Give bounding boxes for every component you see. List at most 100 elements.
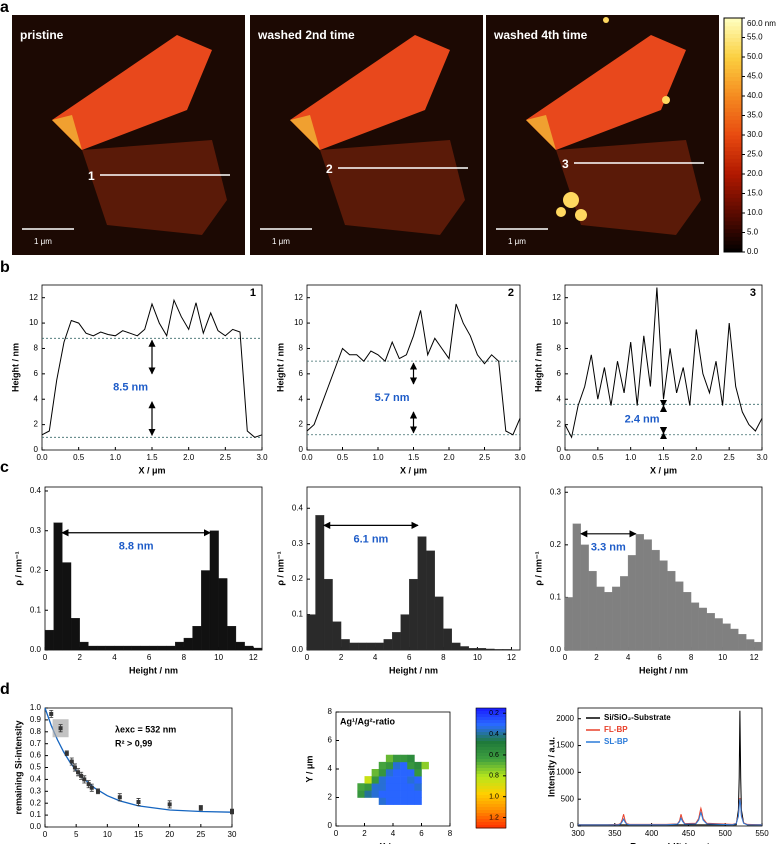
histogram-bar (235, 641, 245, 651)
y-axis-label: Height / nm (275, 343, 285, 392)
y-tick-label: 8 (557, 344, 562, 353)
colorbar-step (724, 228, 742, 233)
histogram-bar (604, 592, 613, 651)
heatmap-cell (393, 797, 401, 805)
colorbar-tick-label: 10.0 (747, 208, 763, 217)
y-tick-label: 2000 (556, 714, 574, 723)
x-tick-label: 3.0 (756, 453, 768, 462)
x-tick-label: 1.0 (372, 453, 384, 462)
colorbar-step (724, 72, 742, 77)
data-point (136, 800, 141, 805)
y-tick-label: 4 (557, 394, 562, 403)
data-point (72, 765, 77, 770)
histogram-bar (494, 649, 504, 651)
histogram-bar (209, 530, 219, 651)
flake-lower (320, 140, 465, 235)
y-tick-label: 0.4 (30, 486, 42, 495)
y-tick-label: 0.9 (30, 715, 42, 724)
heatmap-cell (385, 797, 394, 805)
colorbar-tick-label: 0.8 (489, 773, 499, 780)
annotation: 8.8 nm (119, 541, 154, 553)
heatmap-cell (414, 769, 422, 777)
histogram-bar (753, 641, 763, 651)
colorbar-step (724, 84, 742, 89)
colorbar-frame (475, 707, 507, 829)
heatmap-cell (385, 754, 394, 763)
colorbar-step (724, 244, 742, 249)
y-tick-label: 0.4 (30, 775, 42, 784)
colorbar-step (476, 804, 506, 808)
histogram-bar (635, 534, 644, 651)
colorbar-step (476, 759, 506, 763)
histogram-bar (667, 570, 676, 651)
histogram-bar (227, 625, 237, 651)
x-tick-label: 2.0 (691, 453, 703, 462)
colorbar-step (724, 189, 742, 194)
y-tick-label: 0.2 (550, 540, 562, 549)
colorbar-step (724, 64, 742, 70)
legend-label: FL-BP (604, 725, 628, 734)
x-axis-label: X / μm (400, 465, 427, 475)
colorbar-tick-label: 30.0 (747, 130, 763, 139)
flake-edge (526, 115, 556, 150)
heatmap-cell (364, 783, 372, 791)
heatmap-cell (385, 776, 394, 784)
series-line (578, 798, 763, 826)
x-tick-label: 2.5 (724, 453, 736, 462)
colorbar-step (476, 777, 506, 781)
plot-frame (577, 707, 763, 827)
bright-spot (603, 17, 609, 23)
data-point (198, 805, 203, 810)
histogram-bar (434, 596, 444, 651)
annotation: 3.3 nm (591, 542, 626, 554)
histogram-bar (332, 621, 342, 651)
colorbar-step (724, 127, 742, 132)
colorbar-step (476, 735, 506, 739)
colorbar-step (724, 123, 742, 128)
series-line (306, 303, 521, 436)
histogram-bar (409, 578, 418, 651)
histogram-bar (383, 639, 393, 651)
heatmap-cell (407, 797, 415, 805)
data-point (86, 782, 91, 787)
heatmap-cell (393, 790, 401, 798)
x-tick-label: 0.0 (36, 453, 48, 462)
y-tick-label: 0.1 (292, 610, 304, 619)
colorbar-step (724, 197, 742, 202)
colorbar-tick-label: 55.0 (747, 33, 763, 42)
x-tick-label: 4 (373, 653, 378, 662)
histogram-bar (443, 628, 452, 651)
y-tick-label: 0.2 (30, 566, 42, 575)
colorbar-tick-label: 45.0 (747, 72, 763, 81)
y-tick-label: 0.7 (30, 739, 42, 748)
histogram-bar (596, 586, 605, 651)
x-tick-label: 12 (249, 653, 258, 662)
histogram-bar (392, 632, 401, 651)
colorbar-step (476, 723, 506, 727)
scale-bar-label: 1 μm (34, 237, 52, 246)
histogram-bar (315, 515, 325, 651)
histogram-bar (620, 576, 629, 651)
image-label: pristine (20, 28, 64, 42)
colorbar-step (476, 750, 506, 754)
x-tick-label: 2 (339, 653, 344, 662)
colorbar-step (724, 185, 742, 191)
colorbar-tick-label: 35.0 (747, 111, 763, 120)
y-tick-label: 4 (328, 764, 333, 773)
heatmap-cell (371, 769, 380, 777)
histogram-bar (166, 645, 176, 651)
y-tick-label: 0 (34, 445, 39, 454)
histogram-bar (417, 536, 427, 651)
x-tick-label: 10 (103, 830, 112, 839)
x-axis-label: Height / nm (389, 665, 438, 675)
x-tick-label: 12 (507, 653, 516, 662)
heatmap-cell (400, 754, 408, 763)
colorbar-step (476, 780, 506, 784)
y-tick-label: 0.1 (30, 605, 42, 614)
x-tick-label: 0.5 (73, 453, 85, 462)
series-line (41, 298, 263, 438)
y-axis-label: Y / μm (304, 756, 314, 783)
histogram-bar (349, 642, 359, 651)
colorbar-step (724, 49, 742, 54)
